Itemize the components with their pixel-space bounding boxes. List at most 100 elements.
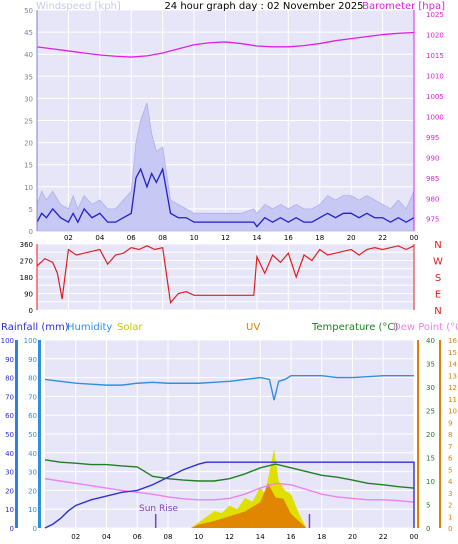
uv-y-tick-label: 16 (448, 337, 457, 345)
uv-y-tick-label: 1 (448, 513, 452, 521)
compass-label: W (433, 257, 443, 268)
temp-y-tick-label: 35 (426, 361, 435, 369)
dir-y-tick-label: 0 (29, 307, 33, 315)
climate-x-tick-label: 10 (194, 533, 203, 541)
climate-x-tick-label: 14 (256, 533, 265, 541)
baro-y-tick-label: 1000 (426, 113, 444, 121)
uv-y-tick-label: 4 (448, 478, 453, 486)
legend-solar: Solar (117, 322, 143, 333)
climate-x-tick-label: 20 (348, 533, 357, 541)
rain-y-tick-label: 0 (10, 525, 14, 533)
wind-y-tick-label: 10 (24, 184, 33, 192)
climate-x-tick-label: 16 (287, 533, 296, 541)
graph-title: 24 hour graph day : 02 November 2025 (164, 1, 363, 12)
baro-axis-title: Barometer [hpa] (362, 1, 445, 12)
rain-y-tick-label: 80 (5, 375, 14, 383)
temp-y-tick-label: 5 (426, 502, 430, 510)
uv-y-tick-label: 9 (448, 419, 452, 427)
legend-humidity: Humidity (67, 322, 112, 333)
legend-temperature: Temperature (°C) (311, 322, 398, 333)
humidity-y-tick-label: 0 (33, 525, 37, 533)
humidity-y-tick-label: 50 (28, 431, 37, 439)
climate-x-tick-label: 12 (225, 533, 234, 541)
compass-label: E (435, 290, 441, 301)
rain-y-tick-label: 90 (5, 356, 14, 364)
wind-y-tick-label: 20 (24, 140, 33, 148)
wind-x-tick-label: 06 (127, 234, 136, 242)
wind-x-tick-label: 02 (64, 234, 73, 242)
uv-y-tick-label: 12 (448, 384, 457, 392)
temp-y-tick-label: 0 (426, 525, 430, 533)
rain-y-tick-label: 20 (5, 487, 14, 495)
rain-y-tick-label: 40 (5, 450, 14, 458)
temp-y-tick-label: 20 (426, 431, 435, 439)
humidity-y-tick-label: 20 (28, 487, 37, 495)
climate-x-tick-label: 04 (102, 533, 111, 541)
dir-y-tick-label: 270 (20, 258, 33, 266)
climate-x-tick-label: 00 (410, 533, 419, 541)
windspeed-line (36, 167, 415, 228)
climate-x-tick-label: 08 (164, 533, 173, 541)
uv-y-tick-label: 5 (448, 466, 452, 474)
baro-y-tick-label: 980 (426, 195, 439, 203)
dir-y-tick-label: 90 (24, 291, 33, 299)
baro-y-tick-label: 1025 (426, 11, 444, 19)
uv-y-tick-label: 14 (448, 361, 457, 369)
compass-label: N (434, 240, 441, 251)
rain-y-tick-label: 60 (5, 412, 14, 420)
humidity-y-tick-label: 90 (28, 356, 37, 364)
baro-y-tick-label: 985 (426, 175, 439, 183)
humidity-y-tick-label: 70 (28, 393, 37, 401)
humidity-y-tick-label: 10 (28, 506, 37, 514)
sunrise-label: Sun Rise (139, 504, 178, 514)
rain-y-tick-label: 10 (5, 506, 14, 514)
wind-y-tick-label: 50 (24, 7, 33, 15)
humidity-y-tick-label: 100 (24, 337, 37, 345)
wind-y-tick-label: 15 (24, 162, 33, 170)
climate-x-tick-label: 18 (317, 533, 326, 541)
baro-y-tick-label: 1005 (426, 93, 444, 101)
baro-y-tick-label: 1015 (426, 52, 444, 60)
wind-y-tick-label: 25 (24, 118, 33, 126)
uv-y-tick-label: 2 (448, 502, 452, 510)
barometer-line (36, 31, 415, 58)
humidity-axis-bar (38, 340, 41, 528)
humidity-y-tick-label: 30 (28, 469, 37, 477)
wind-x-tick-label: 16 (284, 234, 293, 242)
compass-label: N (434, 306, 441, 317)
direction-line (36, 245, 415, 305)
rain-axis-bar (15, 340, 18, 528)
climate-x-tick-label: 22 (379, 533, 388, 541)
uv-y-tick-label: 7 (448, 443, 452, 451)
dir-y-tick-label: 360 (20, 241, 33, 249)
wind-y-tick-label: 30 (24, 95, 33, 103)
temperature-line (44, 459, 415, 489)
rain-y-tick-label: 100 (1, 337, 14, 345)
baro-y-tick-label: 990 (426, 154, 439, 162)
temp-y-tick-label: 10 (426, 478, 435, 486)
humidity-line (44, 375, 414, 401)
baro-y-tick-label: 975 (426, 216, 439, 224)
wind-x-tick-label: 20 (347, 234, 356, 242)
uv-y-tick-label: 8 (448, 431, 452, 439)
wind-x-tick-label: 18 (315, 234, 324, 242)
rain-y-tick-label: 50 (5, 431, 14, 439)
uv-y-tick-label: 11 (448, 396, 457, 404)
wind-y-tick-label: 40 (24, 51, 33, 59)
baro-y-tick-label: 1020 (426, 32, 444, 40)
wind-x-tick-label: 04 (95, 234, 104, 242)
wind-x-tick-label: 10 (190, 234, 199, 242)
temp-y-tick-label: 40 (426, 337, 435, 345)
legend-rainfall: Rainfall (mm) (1, 322, 69, 333)
uv-y-tick-label: 6 (448, 455, 453, 463)
uv-y-tick-label: 15 (448, 349, 457, 357)
rain-y-tick-label: 30 (5, 469, 14, 477)
rain-y-tick-label: 70 (5, 393, 14, 401)
wind-y-tick-label: 0 (29, 228, 33, 236)
rainfall-line (44, 461, 415, 529)
wind-y-tick-label: 45 (24, 29, 33, 37)
climate-x-tick-label: 02 (71, 533, 80, 541)
baro-y-tick-label: 995 (426, 134, 439, 142)
